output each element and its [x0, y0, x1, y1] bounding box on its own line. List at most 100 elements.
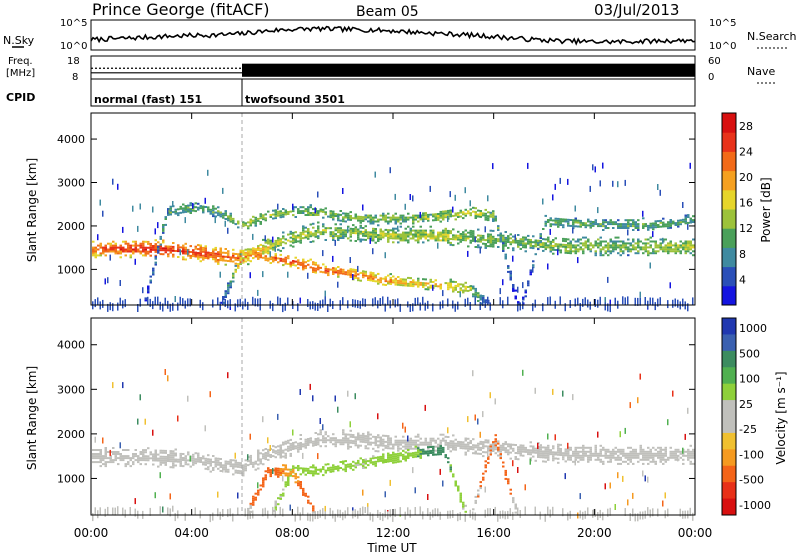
heatmap-cell: [532, 447, 535, 450]
heatmap-cell: [109, 242, 112, 245]
heatmap-cell: [197, 257, 200, 260]
heatmap-cell: [474, 499, 477, 502]
heatmap-cell: [462, 211, 465, 214]
y-tick-label: 3000: [57, 177, 85, 190]
heatmap-cell: [154, 455, 157, 458]
heatmap-cell: [224, 214, 227, 217]
heatmap-cell: [379, 228, 382, 231]
heatmap-cell: [154, 254, 157, 257]
heatmap-cell: [269, 262, 272, 264]
heatmap-cell: [339, 441, 342, 444]
heatmap-cell: [177, 248, 180, 251]
heatmap-cell: [259, 254, 262, 257]
heatmap-cell: [317, 212, 320, 214]
heatmap-cell: [607, 250, 610, 253]
heatmap-cell: [394, 455, 397, 458]
heatmap-cell: [297, 476, 300, 479]
heatmap-cell: [387, 282, 390, 285]
heatmap-cell: [652, 222, 655, 225]
heatmap-cell: [247, 460, 250, 463]
heatmap-cell: [482, 411, 484, 418]
heatmap-cell: [692, 221, 695, 223]
heatmap-cell: [342, 270, 345, 273]
heatmap-cell: [217, 461, 220, 464]
heatmap-cell: [97, 244, 100, 247]
heatmap-cell: [119, 250, 122, 253]
heatmap-cell: [514, 511, 517, 514]
heatmap-cell: [92, 246, 95, 249]
heatmap-cell: [619, 244, 622, 247]
heatmap-cell: [314, 271, 317, 274]
heatmap-cell: [354, 436, 357, 439]
heatmap-cell: [314, 235, 317, 238]
heatmap-cell: [274, 211, 277, 214]
heatmap-cell: [687, 223, 689, 230]
heatmap-cell: [224, 263, 227, 266]
heatmap-cell: [399, 235, 402, 238]
heatmap-cell: [574, 246, 577, 249]
heatmap-cell: [419, 443, 422, 446]
heatmap-cell: [357, 279, 360, 282]
heatmap-cell: [594, 454, 597, 457]
heatmap-cell: [509, 457, 512, 460]
heatmap-cell: [179, 249, 181, 256]
heatmap-cell: [407, 443, 410, 446]
heatmap-cell: [482, 478, 485, 481]
heatmap-cell: [257, 255, 260, 258]
heatmap-cell: [409, 509, 411, 518]
heatmap-cell: [609, 507, 611, 516]
heatmap-cell: [147, 285, 150, 288]
heatmap-cell: [222, 297, 224, 306]
heatmap-cell: [317, 237, 320, 240]
heatmap-cell: [554, 243, 557, 246]
heatmap-cell: [167, 460, 170, 462]
heatmap-cell: [367, 220, 370, 223]
heatmap-cell: [302, 266, 305, 269]
heatmap-cell: [94, 461, 97, 464]
heatmap-cell: [512, 447, 515, 450]
heatmap-cell: [224, 210, 227, 213]
heatmap-cell: [632, 240, 635, 243]
heatmap-cell: [462, 283, 465, 286]
heatmap-cell: [589, 250, 592, 253]
power-colorbar-label: Power [dB]: [759, 177, 773, 242]
heatmap-cell: [314, 267, 317, 270]
heatmap-cell: [409, 437, 412, 440]
heatmap-cell: [409, 277, 412, 280]
heatmap-cell: [667, 508, 669, 517]
heatmap-cell: [177, 460, 180, 463]
heatmap-cell: [514, 289, 517, 292]
heatmap-cell: [362, 270, 365, 273]
heatmap-cell: [404, 220, 407, 223]
heatmap-cell: [227, 254, 230, 257]
heatmap-cell: [689, 507, 691, 516]
heatmap-cell: [312, 509, 315, 512]
heatmap-cell: [362, 465, 365, 467]
heatmap-cell: [672, 222, 675, 225]
heatmap-cell: [219, 462, 222, 464]
heatmap-cell: [389, 441, 392, 444]
heatmap-cell: [674, 244, 677, 247]
heatmap-cell: [542, 450, 545, 453]
heatmap-cell: [464, 513, 466, 522]
heatmap-cell: [479, 485, 482, 488]
heatmap-cell: [247, 248, 250, 251]
heatmap-cell: [517, 286, 519, 293]
heatmap-cell: [494, 215, 497, 218]
heatmap-cell: [374, 214, 377, 217]
heatmap-cell: [604, 450, 607, 453]
heatmap-cell: [659, 456, 662, 459]
colorbar-swatch: [722, 465, 736, 483]
heatmap-cell: [219, 213, 222, 216]
heatmap-cell: [147, 252, 150, 255]
heatmap-cell: [619, 227, 622, 229]
heatmap-cell: [372, 233, 375, 236]
heatmap-cell: [629, 219, 632, 222]
heatmap-cell: [294, 441, 297, 444]
heatmap-cell: [582, 248, 585, 251]
heatmap-cell: [527, 449, 530, 452]
heatmap-cell: [382, 438, 385, 441]
heatmap-cell: [634, 227, 637, 229]
heatmap-cell: [287, 257, 290, 260]
heatmap-cell: [522, 246, 525, 249]
